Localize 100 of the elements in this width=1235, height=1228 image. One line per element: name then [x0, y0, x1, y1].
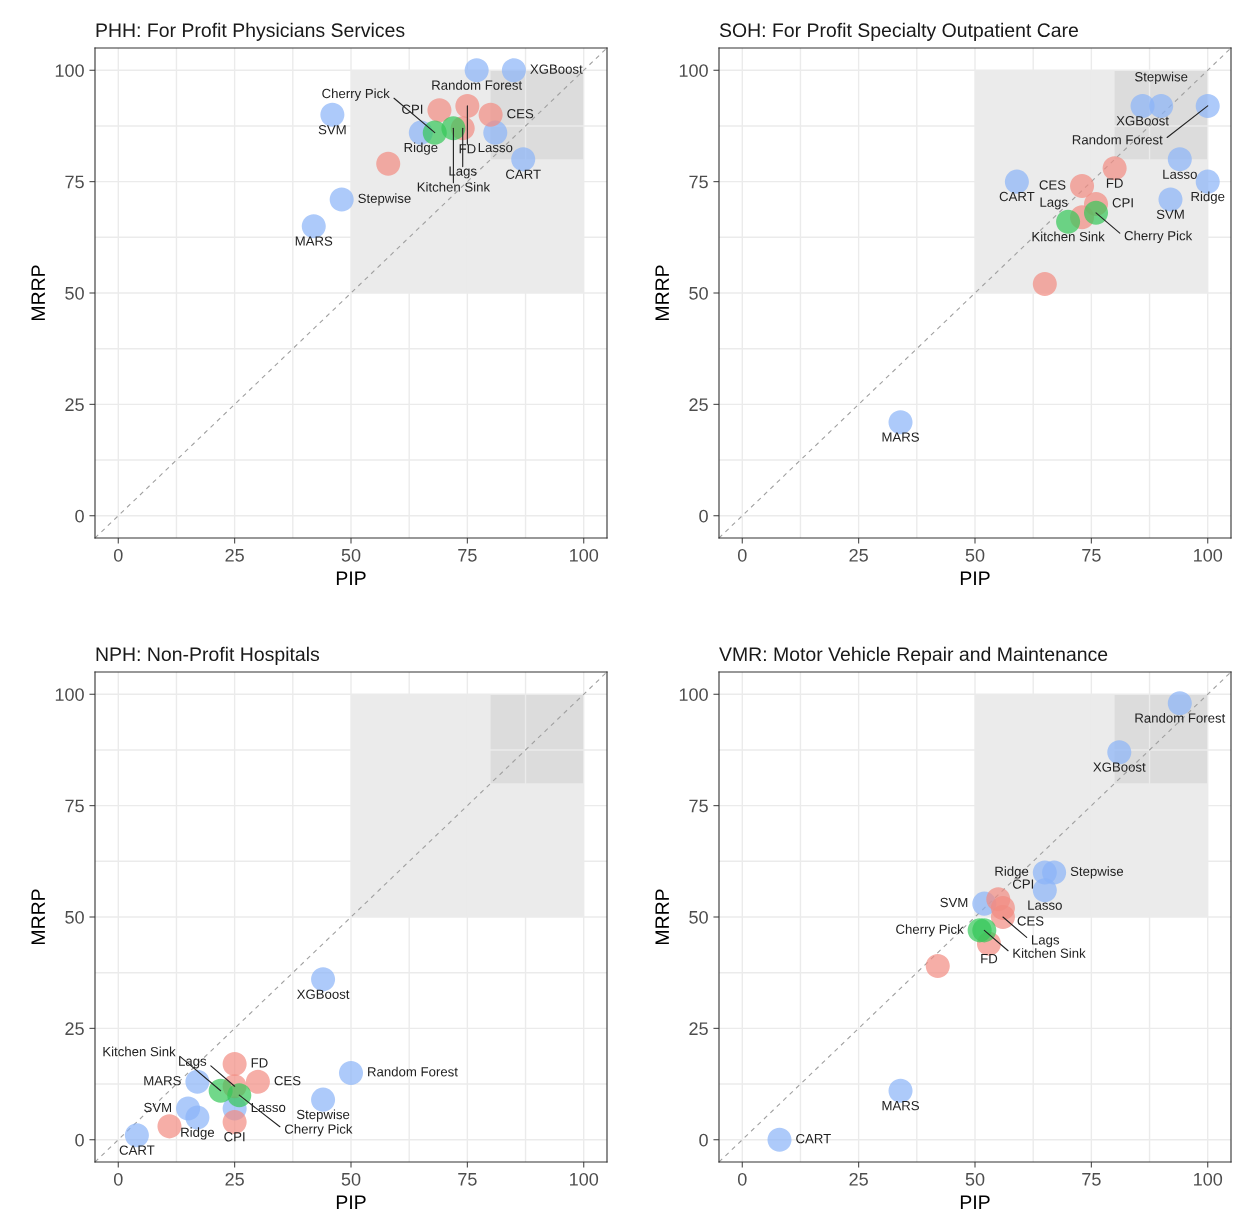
annotation: Random Forest — [1072, 134, 1163, 145]
annotation: FD — [251, 1058, 268, 1068]
annotation: MARS — [882, 432, 919, 442]
y-tick-label: 100 — [679, 688, 708, 701]
annotation: FD — [1106, 178, 1123, 188]
y-axis-title: MRRP — [31, 889, 45, 945]
x-tick-label: 75 — [458, 1173, 477, 1186]
y-tick-label: 100 — [55, 688, 84, 701]
annotation: Random Forest — [368, 1066, 458, 1077]
x-tick-label: 0 — [737, 1172, 747, 1186]
y-tick-label: 50 — [689, 910, 708, 924]
annotation: CES — [1039, 180, 1066, 190]
annotation: CPI — [1112, 198, 1133, 208]
y-tick-label: 50 — [65, 286, 84, 300]
annotation: Ridge — [404, 142, 438, 155]
annotation: Ridge — [995, 866, 1029, 879]
annotation: CPI — [1012, 879, 1034, 889]
chart-title: NPH: Non-Profit Hospitals — [96, 646, 320, 665]
y-tick-label: 75 — [65, 799, 84, 813]
x-tick-label: 75 — [1082, 549, 1101, 562]
y-tick-label: 75 — [65, 175, 84, 189]
annotation: CPI — [224, 1132, 245, 1142]
x-axis-title: PIP — [960, 571, 990, 585]
annotation: Lasso — [1163, 169, 1197, 179]
annotation: XGBoost — [296, 989, 350, 999]
annotation: Stepwise — [1070, 866, 1124, 879]
y-tick-label: 25 — [689, 398, 708, 412]
annotation: Stepwise — [1135, 71, 1188, 85]
y-tick-label: 0 — [75, 1133, 84, 1147]
y-tick-label: 100 — [679, 64, 708, 77]
annotation: Cherry Pick — [1124, 230, 1193, 243]
y-tick-label: 75 — [689, 175, 708, 189]
annotation: Cherry Pick — [322, 88, 390, 101]
x-tick-label: 50 — [341, 548, 361, 562]
annotation: CART — [506, 169, 541, 179]
annotation: CES — [274, 1076, 301, 1086]
y-tick-label: 0 — [699, 509, 708, 523]
annotation: Kitchen Sink — [1013, 948, 1086, 958]
annotation: Ridge — [1191, 191, 1225, 204]
annotation: SVM — [1156, 209, 1184, 219]
annotation: FD — [981, 954, 998, 964]
x-tick-label: 50 — [965, 548, 985, 562]
annotation: MARS — [882, 1100, 919, 1111]
annotation: Kitchen Sink — [417, 182, 491, 192]
annotation: Lags — [1032, 935, 1060, 948]
y-tick-label: 25 — [689, 1022, 708, 1036]
y-tick-label: 100 — [55, 64, 84, 77]
y-tick-label: 75 — [689, 799, 708, 813]
annotation: Kitchen Sink — [103, 1046, 176, 1057]
x-tick-label: 50 — [341, 1172, 361, 1186]
x-axis-title: PIP — [336, 571, 366, 585]
annotation: Cherry Pick — [284, 1124, 353, 1137]
x-tick-label: 25 — [849, 1172, 868, 1186]
annotation: SVM — [318, 125, 346, 135]
x-tick-label: 75 — [1082, 1173, 1101, 1186]
annotation: Ridge — [181, 1127, 215, 1140]
annotation: Stepwise — [358, 193, 411, 206]
y-tick-label: 0 — [75, 509, 84, 523]
annotation: CES — [507, 109, 534, 119]
x-tick-label: 25 — [225, 1172, 244, 1186]
annotation: Lasso — [1028, 900, 1062, 910]
annotation: XGBoost — [530, 64, 583, 74]
x-axis-title: PIP — [336, 1195, 366, 1209]
x-tick-label: 50 — [965, 1172, 985, 1186]
y-axis-title: MRRP — [655, 889, 669, 945]
annotation: Lags — [1040, 197, 1068, 210]
annotation: XGBoost — [1093, 762, 1146, 772]
y-tick-label: 0 — [699, 1133, 708, 1147]
annotation: CART — [796, 1133, 831, 1144]
annotation: Cherry Pick — [896, 924, 964, 937]
annotation: Kitchen Sink — [1032, 231, 1105, 242]
annotation: Stepwise — [296, 1109, 350, 1122]
y-tick-label: 25 — [65, 398, 84, 412]
x-tick-label: 0 — [113, 548, 123, 562]
y-tick-label: 50 — [65, 910, 84, 924]
x-tick-label: 0 — [113, 1172, 123, 1186]
x-tick-label: 0 — [737, 548, 747, 562]
chart-title: VMR: Motor Vehicle Repair and Maintenance — [719, 646, 1108, 665]
y-axis-title: MRRP — [655, 265, 669, 321]
x-tick-label: 25 — [849, 548, 868, 562]
y-axis-title: MRRP — [31, 265, 45, 321]
annotation: CART — [119, 1145, 155, 1155]
annotation: CART — [999, 191, 1035, 202]
x-axis-title: PIP — [960, 1195, 990, 1209]
annotation: SVM — [940, 897, 968, 908]
x-tick-label: 75 — [458, 549, 477, 562]
annotation: CES — [1017, 916, 1044, 926]
annotation: MARS — [144, 1076, 181, 1086]
chart-title: PHH: For Profit Physicians Services — [96, 22, 405, 41]
y-tick-label: 50 — [689, 286, 708, 300]
annotation: MARS — [295, 236, 333, 246]
chart-title: SOH: For Profit Specialty Outpatient Care — [719, 22, 1078, 41]
x-tick-label: 100 — [570, 1172, 599, 1186]
annotation: SVM — [144, 1102, 172, 1113]
x-tick-label: 100 — [570, 548, 599, 562]
x-tick-label: 100 — [1194, 1172, 1223, 1186]
y-tick-label: 25 — [65, 1022, 84, 1036]
x-tick-label: 100 — [1194, 548, 1223, 562]
x-tick-label: 25 — [225, 548, 244, 562]
annotation: Random Forest — [1135, 713, 1226, 723]
